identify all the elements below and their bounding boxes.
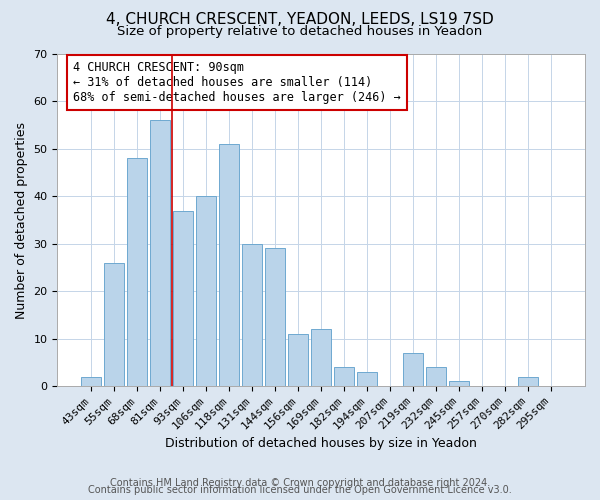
Bar [82,376,101,386]
Bar [151,120,170,386]
Bar [127,158,147,386]
Text: Contains public sector information licensed under the Open Government Licence v3: Contains public sector information licen… [88,485,512,495]
Bar [220,144,239,386]
Bar [427,367,446,386]
Bar [449,382,469,386]
Y-axis label: Number of detached properties: Number of detached properties [15,122,28,318]
Bar [403,353,423,386]
Bar [334,367,354,386]
Bar [104,262,124,386]
Text: 4 CHURCH CRESCENT: 90sqm
← 31% of detached houses are smaller (114)
68% of semi-: 4 CHURCH CRESCENT: 90sqm ← 31% of detach… [73,60,401,104]
Bar [289,334,308,386]
Bar [173,210,193,386]
Bar [265,248,285,386]
Bar [311,329,331,386]
Bar [242,244,262,386]
Bar [196,196,216,386]
Bar [518,376,538,386]
Text: Size of property relative to detached houses in Yeadon: Size of property relative to detached ho… [118,25,482,38]
Text: Contains HM Land Registry data © Crown copyright and database right 2024.: Contains HM Land Registry data © Crown c… [110,478,490,488]
Text: 4, CHURCH CRESCENT, YEADON, LEEDS, LS19 7SD: 4, CHURCH CRESCENT, YEADON, LEEDS, LS19 … [106,12,494,28]
X-axis label: Distribution of detached houses by size in Yeadon: Distribution of detached houses by size … [165,437,477,450]
Bar [358,372,377,386]
